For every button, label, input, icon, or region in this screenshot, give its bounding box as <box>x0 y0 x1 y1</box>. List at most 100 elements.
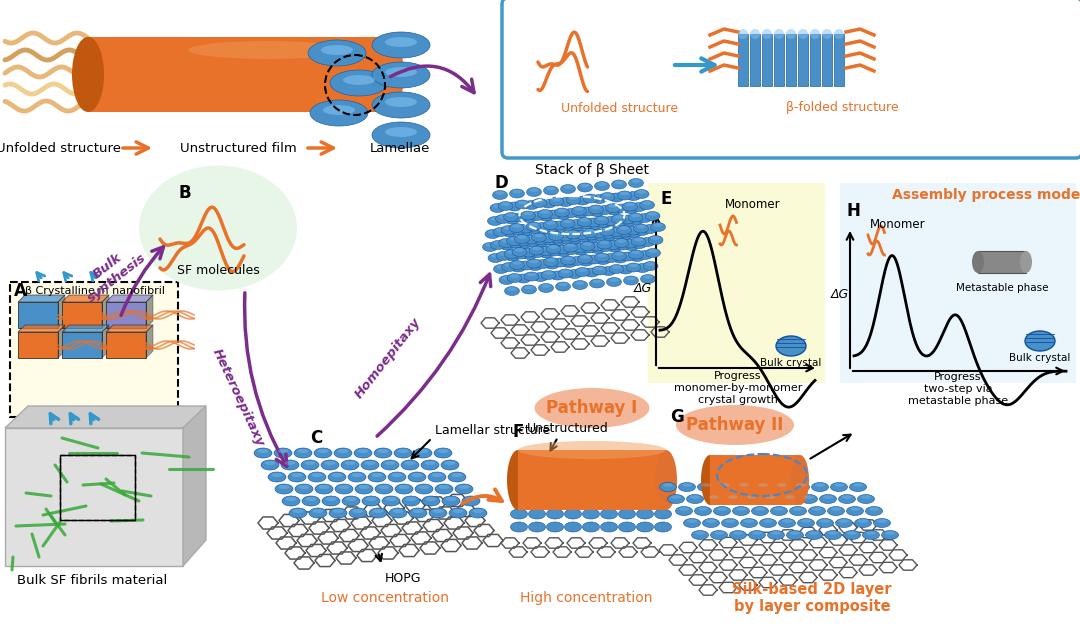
Ellipse shape <box>648 249 658 253</box>
Text: Pathway I: Pathway I <box>546 399 637 417</box>
Ellipse shape <box>600 243 610 247</box>
Ellipse shape <box>617 239 626 243</box>
Text: Pathway II: Pathway II <box>686 416 784 434</box>
Ellipse shape <box>626 240 635 243</box>
Ellipse shape <box>603 193 612 197</box>
Ellipse shape <box>620 215 635 224</box>
Ellipse shape <box>365 461 376 465</box>
Ellipse shape <box>616 255 624 258</box>
Ellipse shape <box>594 253 609 262</box>
Ellipse shape <box>324 461 336 465</box>
Ellipse shape <box>643 224 658 233</box>
Ellipse shape <box>603 228 611 231</box>
Ellipse shape <box>743 495 760 503</box>
Ellipse shape <box>557 232 572 241</box>
Text: HOPG: HOPG <box>384 571 421 585</box>
Ellipse shape <box>618 205 626 208</box>
Ellipse shape <box>555 282 570 291</box>
Ellipse shape <box>597 240 612 249</box>
Ellipse shape <box>522 214 537 223</box>
Ellipse shape <box>586 255 602 264</box>
Ellipse shape <box>510 189 525 198</box>
Ellipse shape <box>499 216 508 219</box>
Ellipse shape <box>503 212 518 221</box>
Ellipse shape <box>531 233 546 242</box>
Ellipse shape <box>561 233 569 236</box>
Ellipse shape <box>411 473 422 477</box>
Ellipse shape <box>604 230 612 234</box>
Ellipse shape <box>698 507 708 511</box>
Ellipse shape <box>530 249 545 257</box>
Ellipse shape <box>518 261 534 270</box>
Ellipse shape <box>634 238 643 242</box>
Ellipse shape <box>496 228 505 232</box>
Ellipse shape <box>582 509 599 519</box>
Ellipse shape <box>372 37 404 112</box>
Ellipse shape <box>271 473 283 477</box>
Ellipse shape <box>311 473 323 477</box>
Ellipse shape <box>609 193 624 202</box>
Ellipse shape <box>442 496 460 506</box>
Ellipse shape <box>409 508 427 518</box>
Ellipse shape <box>515 237 530 246</box>
Ellipse shape <box>510 275 519 278</box>
Text: Silk-based 2D layer
by layer composite: Silk-based 2D layer by layer composite <box>732 582 892 614</box>
Bar <box>822 34 832 86</box>
Ellipse shape <box>527 273 536 276</box>
Ellipse shape <box>139 165 297 290</box>
Ellipse shape <box>365 497 377 501</box>
Ellipse shape <box>581 221 590 224</box>
Bar <box>738 34 748 86</box>
Ellipse shape <box>782 495 798 503</box>
Text: Unstructured film: Unstructured film <box>179 141 296 155</box>
Ellipse shape <box>502 228 517 237</box>
Ellipse shape <box>854 519 872 527</box>
Polygon shape <box>18 325 65 332</box>
Ellipse shape <box>532 198 546 207</box>
Bar <box>18 332 58 358</box>
Ellipse shape <box>637 250 652 259</box>
Ellipse shape <box>516 274 531 283</box>
Ellipse shape <box>254 448 272 458</box>
Ellipse shape <box>305 461 315 465</box>
Ellipse shape <box>529 223 538 226</box>
Ellipse shape <box>586 195 595 198</box>
Ellipse shape <box>284 461 296 465</box>
Ellipse shape <box>589 219 598 223</box>
Ellipse shape <box>528 509 545 519</box>
Ellipse shape <box>575 231 590 240</box>
Ellipse shape <box>631 214 640 217</box>
Ellipse shape <box>620 191 629 195</box>
Ellipse shape <box>386 37 417 47</box>
Ellipse shape <box>702 519 719 527</box>
Text: Unstructured: Unstructured <box>527 422 609 434</box>
Ellipse shape <box>391 473 403 477</box>
Ellipse shape <box>595 232 605 236</box>
Ellipse shape <box>488 230 497 234</box>
Ellipse shape <box>261 460 279 470</box>
Ellipse shape <box>646 262 654 266</box>
Ellipse shape <box>637 227 647 231</box>
Ellipse shape <box>469 508 487 518</box>
Ellipse shape <box>566 230 581 239</box>
Ellipse shape <box>308 40 366 66</box>
Ellipse shape <box>626 228 642 238</box>
Ellipse shape <box>368 472 386 482</box>
Ellipse shape <box>612 194 621 197</box>
Ellipse shape <box>561 184 576 193</box>
Ellipse shape <box>635 204 644 207</box>
Ellipse shape <box>885 531 895 534</box>
Ellipse shape <box>558 198 573 207</box>
Ellipse shape <box>550 271 565 280</box>
Ellipse shape <box>323 105 355 115</box>
Ellipse shape <box>541 271 556 280</box>
Bar <box>5 428 183 566</box>
Ellipse shape <box>551 236 566 245</box>
Bar <box>106 302 146 328</box>
Ellipse shape <box>426 497 436 501</box>
Ellipse shape <box>748 531 766 540</box>
Ellipse shape <box>301 460 319 470</box>
Ellipse shape <box>355 484 373 494</box>
Ellipse shape <box>644 275 652 279</box>
Ellipse shape <box>643 201 651 205</box>
